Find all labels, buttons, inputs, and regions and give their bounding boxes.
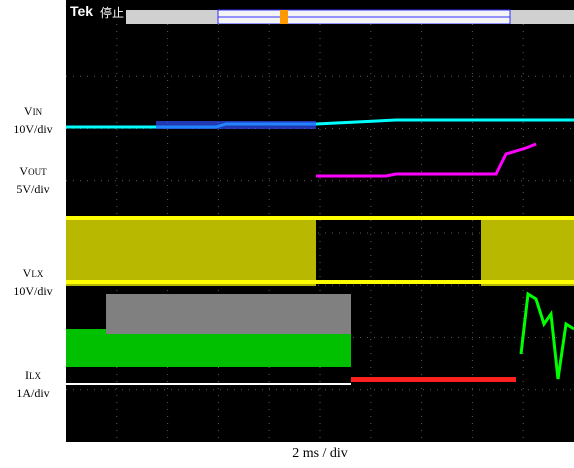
time-scale-caption: 2 ms / div: [292, 446, 348, 461]
oscilloscope-screen: Tek 停止: [66, 0, 574, 442]
vlx-scale: 10V/div: [13, 284, 53, 298]
ilx-label-sub: LX: [29, 371, 41, 381]
record-view-bar: [126, 9, 574, 24]
vout-label: VOUT 5V/div: [0, 163, 66, 198]
ilx-label-main: I: [25, 368, 29, 382]
vlx-band-left: [66, 216, 316, 286]
vout-trace: [316, 142, 537, 178]
vin-noise-band: [156, 121, 316, 129]
scope-status-bar: Tek 停止: [66, 0, 574, 24]
ilx-band: [66, 329, 351, 367]
vin-trace: [66, 118, 574, 129]
vin-label: VIN 10V/div: [0, 103, 66, 138]
ilx-cursor-line: [351, 377, 516, 382]
vout-label-sub: OUT: [28, 167, 47, 177]
vin-label-sub: IN: [32, 107, 43, 117]
vlx-label: VLX 10V/div: [0, 265, 66, 300]
vlx-low-line: [66, 280, 574, 284]
vin-label-main: V: [23, 104, 33, 118]
vlx-high-line: [66, 216, 574, 220]
brand-logo: Tek: [70, 3, 94, 19]
ilx-scale: 1A/div: [16, 386, 50, 400]
ilx-transient: [519, 291, 574, 380]
vout-label-main: V: [19, 164, 29, 178]
vin-scale: 10V/div: [13, 122, 53, 136]
ilx-label: ILX 1A/div: [0, 367, 66, 402]
vlx-label-sub: LX: [31, 269, 44, 279]
vlx-label-main: V: [22, 266, 32, 280]
acquisition-state: 停止: [100, 6, 125, 20]
waveform-area: [66, 24, 574, 442]
vlx-band-right: [481, 216, 574, 286]
trigger-position-marker: [280, 10, 288, 24]
vout-scale: 5V/div: [16, 182, 50, 196]
ilx-gray-block: [106, 294, 351, 334]
